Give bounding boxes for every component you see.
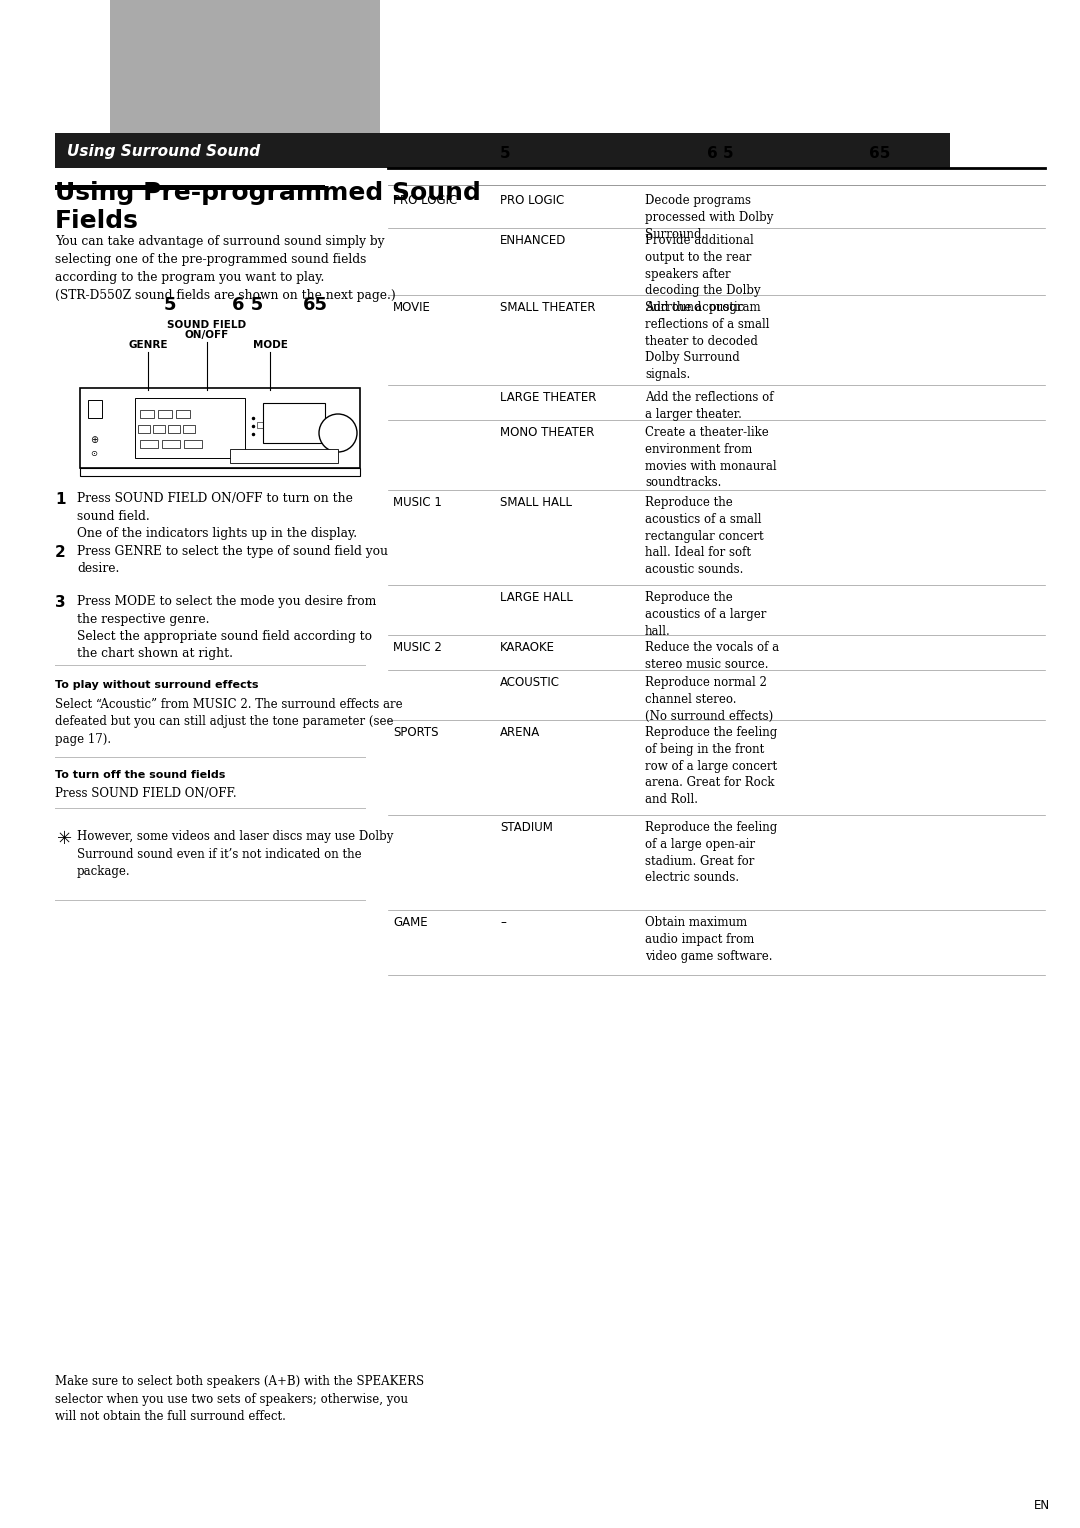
Text: STADIUM: STADIUM xyxy=(500,821,553,834)
Text: 6 5: 6 5 xyxy=(706,147,733,160)
Bar xyxy=(110,0,380,133)
Bar xyxy=(80,388,360,468)
Text: Reproduce normal 2
channel stereo.
(No surround effects): Reproduce normal 2 channel stereo. (No s… xyxy=(645,675,773,723)
Text: 6 5: 6 5 xyxy=(232,296,264,313)
Bar xyxy=(176,410,190,419)
Text: To play without surround effects: To play without surround effects xyxy=(55,680,258,691)
Text: Reproduce the
acoustics of a larger
hall.: Reproduce the acoustics of a larger hall… xyxy=(645,591,767,637)
Text: GAME: GAME xyxy=(393,915,428,929)
Text: SMALL THEATER: SMALL THEATER xyxy=(500,301,595,313)
Text: To turn off the sound fields: To turn off the sound fields xyxy=(55,770,226,779)
Text: SMALL HALL: SMALL HALL xyxy=(500,497,572,509)
Text: ON/OFF: ON/OFF xyxy=(185,330,229,341)
Bar xyxy=(87,400,102,419)
Text: LARGE HALL: LARGE HALL xyxy=(500,591,572,604)
Text: MONO THEATER: MONO THEATER xyxy=(500,426,594,439)
Text: 65: 65 xyxy=(302,296,327,313)
Text: Using Pre-programmed Sound: Using Pre-programmed Sound xyxy=(55,180,481,205)
Text: ⊕: ⊕ xyxy=(90,435,98,445)
Text: Make sure to select both speakers (A+B) with the SPEAKERS
selector when you use : Make sure to select both speakers (A+B) … xyxy=(55,1375,424,1423)
Text: Press GENRE to select the type of sound field you
desire.: Press GENRE to select the type of sound … xyxy=(77,545,388,576)
Text: Provide additional
output to the rear
speakers after
decoding the Dolby
Surround: Provide additional output to the rear sp… xyxy=(645,234,760,315)
Text: 2: 2 xyxy=(55,545,66,559)
Text: You can take advantage of surround sound simply by
selecting one of the pre-prog: You can take advantage of surround sound… xyxy=(55,235,395,303)
Bar xyxy=(55,185,325,189)
Text: EN: EN xyxy=(1034,1499,1050,1513)
Text: GENRE: GENRE xyxy=(129,341,167,350)
Bar xyxy=(257,422,265,428)
Text: –: – xyxy=(500,915,505,929)
Text: PRO LOGIC: PRO LOGIC xyxy=(393,194,457,206)
Text: 3: 3 xyxy=(55,594,66,610)
Bar xyxy=(138,425,150,432)
Text: ARENA: ARENA xyxy=(500,726,540,740)
Text: However, some videos and laser discs may use Dolby
Surround sound even if it’s n: However, some videos and laser discs may… xyxy=(77,830,393,879)
Circle shape xyxy=(319,414,357,452)
Text: Reduce the vocals of a
stereo music source.: Reduce the vocals of a stereo music sour… xyxy=(645,642,779,671)
Text: ACOUSTIC: ACOUSTIC xyxy=(500,675,561,689)
Bar xyxy=(140,410,154,419)
Text: Decode programs
processed with Dolby
Surround.: Decode programs processed with Dolby Sur… xyxy=(645,194,773,240)
Text: MODE: MODE xyxy=(253,341,287,350)
Text: MUSIC 2: MUSIC 2 xyxy=(393,642,442,654)
Text: 1: 1 xyxy=(55,492,66,507)
Text: SPORTS: SPORTS xyxy=(393,726,438,740)
Text: Create a theater-like
environment from
movies with monaural
soundtracks.: Create a theater-like environment from m… xyxy=(645,426,777,489)
Text: 5: 5 xyxy=(164,296,176,313)
Text: ENHANCED: ENHANCED xyxy=(500,234,566,248)
Text: Press MODE to select the mode you desire from
the respective genre.
Select the a: Press MODE to select the mode you desire… xyxy=(77,594,376,660)
Text: ✳: ✳ xyxy=(57,830,72,848)
Text: Using Surround Sound: Using Surround Sound xyxy=(67,144,260,159)
Bar xyxy=(135,397,245,458)
Bar xyxy=(80,468,360,477)
Text: SOUND FIELD: SOUND FIELD xyxy=(167,319,246,330)
Text: 65: 65 xyxy=(869,147,891,160)
Text: Press SOUND FIELD ON/OFF to turn on the
sound field.
One of the indicators light: Press SOUND FIELD ON/OFF to turn on the … xyxy=(77,492,357,539)
Text: MOVIE: MOVIE xyxy=(393,301,431,313)
Text: LARGE THEATER: LARGE THEATER xyxy=(500,391,596,403)
Bar xyxy=(230,449,338,463)
Text: Obtain maximum
audio impact from
video game software.: Obtain maximum audio impact from video g… xyxy=(645,915,772,963)
Text: Add the reflections of
a larger theater.: Add the reflections of a larger theater. xyxy=(645,391,773,420)
Bar xyxy=(183,425,195,432)
Bar xyxy=(162,440,180,448)
Text: Reproduce the
acoustics of a small
rectangular concert
hall. Ideal for soft
acou: Reproduce the acoustics of a small recta… xyxy=(645,497,764,576)
Text: ⊙: ⊙ xyxy=(91,449,97,458)
Bar xyxy=(264,403,325,443)
Text: Fields: Fields xyxy=(55,209,139,232)
Bar xyxy=(140,440,158,448)
Bar xyxy=(168,425,180,432)
Text: Reproduce the feeling
of a large open-air
stadium. Great for
electric sounds.: Reproduce the feeling of a large open-ai… xyxy=(645,821,778,885)
Text: MUSIC 1: MUSIC 1 xyxy=(393,497,442,509)
Text: 5: 5 xyxy=(500,147,511,160)
Text: Reproduce the feeling
of being in the front
row of a large concert
arena. Great : Reproduce the feeling of being in the fr… xyxy=(645,726,778,807)
Text: Add the acoustic
reflections of a small
theater to decoded
Dolby Surround
signal: Add the acoustic reflections of a small … xyxy=(645,301,769,380)
Text: PRO LOGIC: PRO LOGIC xyxy=(500,194,564,206)
Text: Select “Acoustic” from MUSIC 2. The surround effects are
defeated but you can st: Select “Acoustic” from MUSIC 2. The surr… xyxy=(55,698,403,746)
Text: KARAOKE: KARAOKE xyxy=(500,642,555,654)
Bar xyxy=(158,410,172,419)
Text: Press SOUND FIELD ON/OFF.: Press SOUND FIELD ON/OFF. xyxy=(55,787,237,801)
Bar xyxy=(55,133,950,168)
Bar xyxy=(153,425,165,432)
Bar xyxy=(184,440,202,448)
